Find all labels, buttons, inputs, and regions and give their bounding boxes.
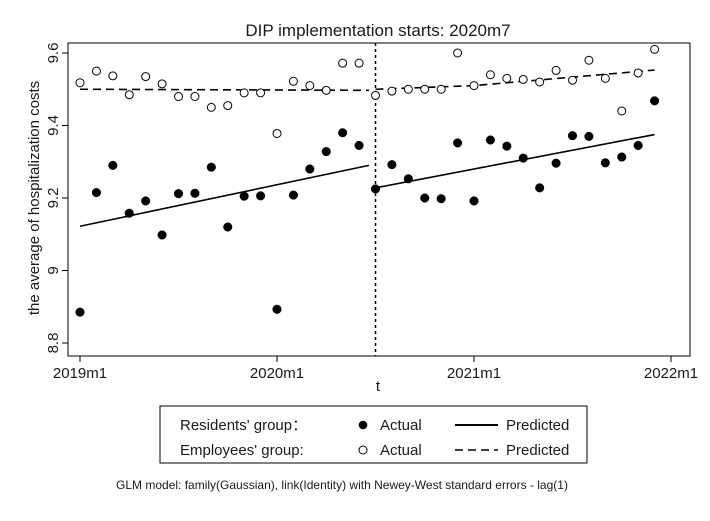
legend-predicted-label-employees: Predicted <box>506 442 569 459</box>
model-note: GLM model: family(Gaussian), link(Identi… <box>116 478 568 492</box>
employees-actual-point <box>485 70 495 80</box>
employees-actual-point <box>223 101 233 111</box>
employees-actual-point <box>91 66 101 76</box>
y-tick-label: 9 <box>45 266 62 274</box>
legend-actual-label-residents: Actual <box>380 417 422 434</box>
y-axis-label: the average of hospitalization costs <box>26 81 43 315</box>
employees-actual-point <box>469 81 479 91</box>
residents-actual-point <box>535 183 545 193</box>
chart-title: DIP implementation starts: 2020m7 <box>245 21 510 40</box>
legend-actual-filled-marker <box>358 420 368 430</box>
employees-actual-point <box>502 73 512 83</box>
x-tick-label: 2019m1 <box>53 365 107 382</box>
legend-actual-label-employees: Actual <box>380 442 422 459</box>
x-tick-label: 2020m1 <box>250 365 304 382</box>
employees-actual-point <box>617 106 627 116</box>
residents-actual-point <box>108 160 118 170</box>
employees-actual-point <box>387 86 397 96</box>
residents-actual-point <box>305 164 315 174</box>
residents-actual-point <box>469 196 479 206</box>
residents-actual-point <box>124 208 134 218</box>
residents-actual-point <box>485 135 495 145</box>
residents-actual-point <box>617 152 627 162</box>
y-tick-label: 9.2 <box>45 188 62 209</box>
residents-actual-point <box>453 138 463 148</box>
legend-employees-label: Employees' group: <box>180 442 304 459</box>
residents-actual-point <box>650 96 660 106</box>
residents-actual-point <box>173 189 184 199</box>
residents-predicted-line <box>375 133 655 189</box>
legend-actual-hollow-marker <box>358 445 368 455</box>
residents-actual-point <box>157 230 167 240</box>
residents-actual-point <box>256 191 266 201</box>
employees-actual-point <box>288 76 298 86</box>
employees-actual-point <box>453 48 463 58</box>
residents-actual-point <box>436 194 446 204</box>
legend-residents-label: Residents' group： <box>180 417 307 434</box>
legend-predicted-label-residents: Predicted <box>506 417 569 434</box>
employees-actual-point <box>338 58 348 68</box>
residents-actual-point <box>288 190 298 200</box>
residents-actual-point <box>584 131 594 141</box>
employees-actual-point <box>633 68 643 78</box>
residents-actual-point <box>223 222 233 232</box>
employees-actual-point <box>403 84 413 94</box>
employees-actual-point <box>436 84 446 94</box>
employees-predicted-line <box>79 88 369 92</box>
residents-actual-point <box>370 184 381 194</box>
employees-actual-point <box>75 78 85 88</box>
residents-actual-point <box>518 153 528 163</box>
y-tick-label: 8.8 <box>45 333 62 354</box>
employees-actual-point <box>239 88 249 98</box>
x-tick-label: 2021m1 <box>447 365 501 382</box>
residents-actual-point <box>354 140 364 150</box>
employees-actual-point <box>551 65 561 75</box>
legend-box <box>159 405 588 464</box>
employees-actual-point <box>305 81 315 91</box>
residents-actual-point <box>141 196 151 206</box>
employees-actual-point <box>535 77 545 87</box>
residents-actual-point <box>338 128 348 138</box>
employees-actual-point <box>584 55 594 65</box>
residents-actual-point <box>75 307 85 317</box>
residents-actual-point <box>403 174 413 184</box>
plot-area: 8.8 9 9.2 9.4 9.6 2019m1 2020m1 2021m1 2022m1 <box>45 42 698 382</box>
legend: Residents' group： Employees' group: Actu… <box>159 405 588 464</box>
employees-actual-point <box>141 72 151 82</box>
residents-actual-point <box>387 160 397 170</box>
employees-actual-point <box>124 90 134 100</box>
residents-actual-point <box>600 158 610 168</box>
employees-actual-point <box>206 102 216 112</box>
y-tick-label: 9.6 <box>45 43 62 64</box>
residents-actual-point <box>567 131 578 141</box>
employees-actual-point <box>256 88 266 98</box>
residents-actual-point <box>633 140 643 150</box>
employees-actual-point <box>174 92 183 101</box>
residents-actual-point <box>190 188 200 198</box>
employees-actual-point <box>600 73 610 83</box>
residents-actual-point <box>239 191 249 201</box>
residents-actual-point <box>502 141 512 151</box>
residents-actual-point <box>420 193 430 203</box>
employees-actual-point <box>568 75 577 85</box>
x-tick-label: 2022m1 <box>644 365 698 382</box>
employees-actual-point <box>420 84 430 94</box>
residents-actual-point <box>206 162 216 172</box>
residents-actual-point <box>91 188 101 198</box>
employees-actual-point <box>157 79 167 89</box>
employees-actual-point <box>321 85 331 95</box>
employees-actual-point <box>108 71 118 81</box>
employees-actual-point <box>518 74 528 84</box>
y-tick-label: 9.4 <box>45 115 62 136</box>
employees-actual-point <box>371 90 380 100</box>
residents-actual-point <box>321 147 331 157</box>
employees-actual-point <box>354 58 364 68</box>
employees-actual-point <box>190 92 200 101</box>
employees-actual-point <box>272 128 282 138</box>
employees-actual-point <box>650 44 660 54</box>
residents-actual-point <box>551 158 561 168</box>
x-axis-label: t <box>376 378 381 395</box>
residents-actual-point <box>272 304 282 314</box>
